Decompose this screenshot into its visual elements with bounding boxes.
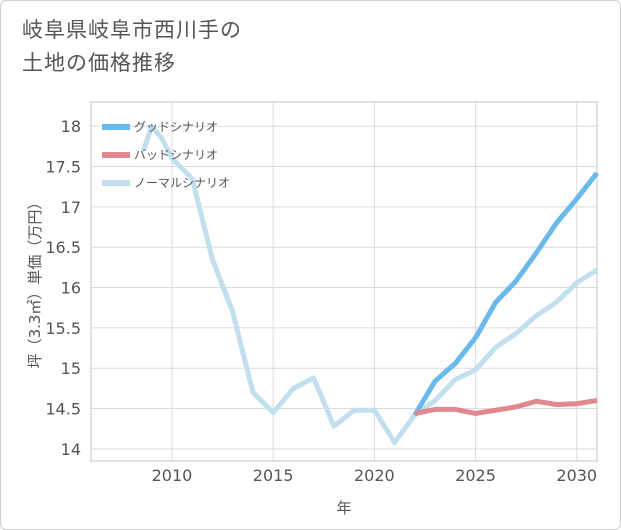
chart-title-line-2: 土地の価格推移 <box>22 51 176 75</box>
y-tick-label: 16.5 <box>45 238 81 257</box>
y-tick-label: 15.5 <box>45 319 81 338</box>
series-line-2 <box>412 171 599 417</box>
legend-label-2: バッドシナリオ <box>134 148 218 162</box>
y-tick-label: 14 <box>61 440 81 459</box>
y-tick-label: 17 <box>61 198 81 217</box>
series-line-3 <box>414 398 598 416</box>
x-axis-ticks: 2010 2015 2020 2025 2030 <box>152 466 598 485</box>
y-axis-title: 坪（3.3㎡）単価（万円） <box>26 195 44 369</box>
y-tick-label: 14.5 <box>45 400 81 419</box>
legend-label-1: グッドシナリオ <box>134 120 218 134</box>
y-tick-label: 15 <box>61 359 81 378</box>
x-tick-label: 2015 <box>253 466 294 485</box>
y-axis-ticks: 14 14.5 15 15.5 16 16.5 17 17.5 18 <box>45 117 81 459</box>
x-tick-label: 2010 <box>152 466 193 485</box>
chart-title-line-1: 岐阜県岐阜市西川手の <box>22 18 242 42</box>
chart-title: 岐阜県岐阜市西川手の 土地の価格推移 <box>22 14 582 80</box>
series-layer <box>141 123 599 445</box>
x-tick-label: 2020 <box>354 466 395 485</box>
y-tick-label: 17.5 <box>45 158 81 177</box>
grid <box>91 102 597 461</box>
legend-label-3: ノーマルシナリオ <box>134 176 230 190</box>
y-tick-label: 18 <box>61 117 81 136</box>
y-tick-label: 16 <box>61 279 81 298</box>
x-axis-title: 年 <box>336 499 351 517</box>
plot-area <box>90 101 598 462</box>
x-tick-label: 2025 <box>455 466 496 485</box>
x-tick-label: 2030 <box>556 466 597 485</box>
series-line-1 <box>141 123 599 445</box>
